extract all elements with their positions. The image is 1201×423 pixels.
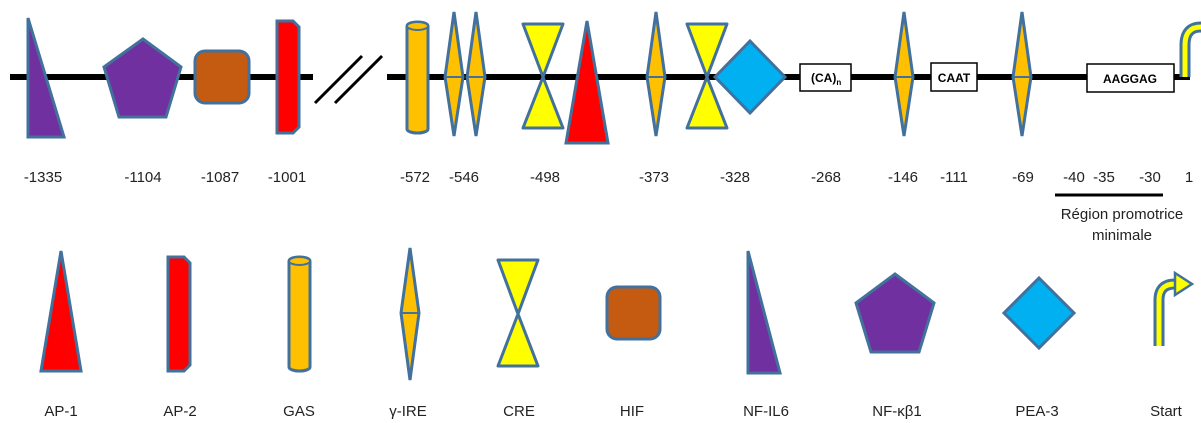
aaggag-text: AAGGAG bbox=[1103, 72, 1157, 86]
pea3-element bbox=[712, 38, 788, 116]
legend-label: Start bbox=[1150, 403, 1183, 420]
position-label: -35 bbox=[1093, 169, 1115, 186]
ca-repeat-subscript: n bbox=[836, 78, 841, 87]
position-label: -146 bbox=[888, 169, 918, 186]
legend-label: γ-IRE bbox=[389, 403, 427, 420]
position-label: -546 bbox=[449, 169, 479, 186]
legend-label: PEA-3 bbox=[1015, 403, 1058, 420]
cre-element-498 bbox=[521, 22, 565, 130]
legend-label: AP-2 bbox=[163, 403, 196, 420]
ca-repeat-text: (CA) bbox=[811, 71, 836, 85]
ca-repeat-box: (CA)n bbox=[799, 63, 852, 92]
legend-item-start: Start bbox=[1150, 270, 1195, 420]
position-label: -268 bbox=[811, 169, 841, 186]
aaggag-box: AAGGAG bbox=[1086, 63, 1175, 93]
position-label: -69 bbox=[1012, 169, 1034, 186]
legend: AP-1 AP-2 GAS γ-IRE CRE HIF NF-IL6 bbox=[39, 247, 1195, 420]
gamma-ire-element-69 bbox=[1011, 11, 1033, 137]
start-arrow-element bbox=[1179, 21, 1201, 77]
ap1-element bbox=[564, 20, 610, 145]
nf-il6-element bbox=[26, 17, 67, 139]
legend-label: HIF bbox=[620, 403, 644, 420]
caat-box: CAAT bbox=[930, 62, 978, 92]
legend-label: CRE bbox=[503, 403, 535, 420]
position-label: -328 bbox=[720, 169, 750, 186]
legend-item-gamma-ire: γ-IRE bbox=[389, 247, 427, 420]
legend-item-cre: CRE bbox=[496, 258, 540, 420]
legend-item-nf-il6: NF-IL6 bbox=[743, 250, 789, 420]
position-label: -30 bbox=[1139, 169, 1161, 186]
gamma-ire-element-146 bbox=[893, 11, 915, 137]
legend-label: AP-1 bbox=[44, 403, 77, 420]
position-label: -373 bbox=[639, 169, 669, 186]
caat-text: CAAT bbox=[938, 71, 971, 85]
ap2-element bbox=[275, 19, 301, 135]
legend-label: GAS bbox=[283, 403, 315, 420]
legend-item-gas: GAS bbox=[283, 255, 315, 420]
position-label: -40 bbox=[1063, 169, 1085, 186]
legend-item-ap1: AP-1 bbox=[39, 250, 83, 420]
position-label: -1001 bbox=[268, 169, 306, 186]
legend-item-ap2: AP-2 bbox=[163, 255, 197, 420]
svg-text:(CA)n: (CA)n bbox=[811, 71, 841, 87]
legend-label: NF-κβ1 bbox=[872, 403, 921, 420]
gas-element bbox=[405, 20, 430, 135]
line-break bbox=[313, 54, 387, 105]
position-label: -1104 bbox=[124, 169, 161, 186]
minimal-region: Région promotrice minimale bbox=[1055, 193, 1184, 244]
legend-item-hif: HIF bbox=[605, 285, 662, 420]
position-label: -498 bbox=[530, 169, 560, 186]
position-label: -111 bbox=[940, 169, 968, 186]
legend-item-nf-kb1: NF-κβ1 bbox=[854, 272, 936, 420]
cre-element-328 bbox=[685, 22, 729, 130]
minimal-region-title: Région promotrice bbox=[1061, 206, 1184, 223]
start-arrow-head bbox=[1173, 270, 1195, 298]
position-label: -1335 bbox=[24, 169, 62, 186]
hif-element bbox=[193, 49, 251, 105]
nf-kb1-element bbox=[102, 37, 183, 119]
minimal-region-subtitle: minimale bbox=[1092, 227, 1152, 244]
position-labels: -1335 -1104 -1087 -1001 -572 -546 -498 -… bbox=[24, 169, 1193, 186]
legend-item-pea3: PEA-3 bbox=[1001, 275, 1077, 420]
position-label: -572 bbox=[400, 169, 430, 186]
legend-label: NF-IL6 bbox=[743, 403, 789, 420]
position-label: -1087 bbox=[201, 169, 239, 186]
gamma-ire-element-546b bbox=[465, 11, 487, 137]
position-label: 1 bbox=[1185, 169, 1193, 186]
gamma-ire-element-373 bbox=[645, 11, 667, 137]
gamma-ire-element-546a bbox=[443, 11, 465, 137]
